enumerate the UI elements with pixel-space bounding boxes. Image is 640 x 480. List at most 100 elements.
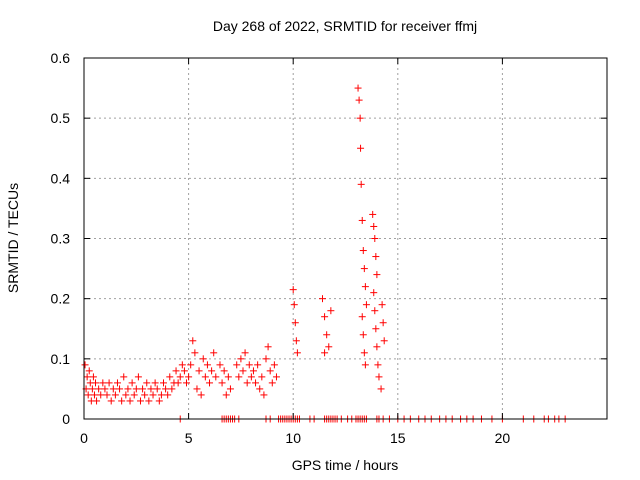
data-point xyxy=(216,361,224,369)
data-point xyxy=(379,319,387,327)
data-point xyxy=(372,325,380,333)
data-point xyxy=(195,367,203,375)
data-point xyxy=(323,331,331,339)
x-tick-label: 0 xyxy=(80,430,88,446)
data-point xyxy=(373,343,381,351)
y-tick-label: 0.6 xyxy=(51,50,71,66)
data-point xyxy=(124,385,132,393)
data-point xyxy=(360,349,368,357)
chart-title: Day 268 of 2022, SRMTID for receiver ffm… xyxy=(213,18,477,34)
data-point xyxy=(327,307,335,315)
data-point xyxy=(293,349,301,357)
data-point xyxy=(113,379,121,387)
data-point xyxy=(178,361,186,369)
data-point xyxy=(235,373,243,381)
data-point xyxy=(162,385,170,393)
data-point xyxy=(180,367,188,375)
data-point xyxy=(157,391,165,399)
data-point xyxy=(355,96,363,104)
data-point xyxy=(189,337,197,345)
data-point xyxy=(187,361,195,369)
data-point xyxy=(164,391,172,399)
data-point xyxy=(237,355,245,363)
data-point xyxy=(325,343,333,351)
data-point xyxy=(378,301,386,309)
data-point xyxy=(143,379,151,387)
data-point xyxy=(116,385,124,393)
data-point xyxy=(226,385,234,393)
data-point xyxy=(358,313,366,321)
data-point xyxy=(85,367,93,375)
data-point xyxy=(370,222,378,230)
ticks-layer: 0 0.1 0.2 0.3 0.4 0.5 0.6 0 5 10 15 20 xyxy=(51,50,607,446)
data-point xyxy=(270,361,278,369)
data-point xyxy=(318,295,326,303)
data-point xyxy=(111,391,119,399)
data-point xyxy=(168,385,176,393)
data-point xyxy=(183,379,191,387)
data-point xyxy=(176,373,184,381)
data-point xyxy=(371,235,379,242)
data-point xyxy=(321,313,329,321)
data-point xyxy=(252,379,260,387)
data-point xyxy=(130,391,138,399)
data-point xyxy=(122,391,130,399)
data-point xyxy=(139,385,147,393)
data-point xyxy=(128,379,136,387)
data-point xyxy=(126,397,134,405)
data-point xyxy=(107,397,115,405)
data-point xyxy=(136,397,144,405)
data-point xyxy=(203,361,211,369)
data-point xyxy=(268,379,276,387)
data-point xyxy=(360,265,368,273)
data-point xyxy=(103,391,111,399)
data-point xyxy=(159,379,167,387)
x-tick-label: 5 xyxy=(185,430,193,446)
data-point xyxy=(105,379,113,387)
data-point xyxy=(245,361,253,369)
data-point xyxy=(101,385,109,393)
data-point xyxy=(356,114,364,122)
data-point xyxy=(197,391,205,399)
data-point xyxy=(92,379,100,387)
data-point xyxy=(151,379,159,387)
data-point xyxy=(357,144,365,152)
data-point xyxy=(222,391,230,399)
data-point xyxy=(149,391,157,399)
data-point xyxy=(212,373,220,381)
data-point xyxy=(84,391,92,399)
data-point xyxy=(95,385,103,393)
x-tick-label: 15 xyxy=(390,430,406,446)
data-point xyxy=(89,373,97,381)
data-point xyxy=(254,361,262,369)
data-point xyxy=(81,361,89,369)
data-point xyxy=(155,397,163,405)
x-tick-label: 10 xyxy=(285,430,301,446)
data-point xyxy=(266,367,274,375)
y-tick-label: 0.4 xyxy=(51,170,71,186)
data-point xyxy=(145,397,153,405)
data-point xyxy=(321,349,329,357)
data-point xyxy=(247,373,255,381)
data-point xyxy=(262,355,270,363)
data-point xyxy=(185,373,193,381)
data-point xyxy=(132,385,140,393)
data-point xyxy=(372,253,380,261)
data-point xyxy=(362,301,370,309)
data-point xyxy=(172,367,180,375)
data-point xyxy=(220,367,228,375)
data-point xyxy=(199,355,207,363)
data-point xyxy=(109,385,117,393)
y-tick-label: 0.5 xyxy=(51,110,71,126)
data-point xyxy=(380,337,388,345)
data-point xyxy=(147,385,155,393)
x-tick-label: 20 xyxy=(495,430,511,446)
y-tick-label: 0.3 xyxy=(51,231,71,247)
data-point xyxy=(358,216,366,224)
data-point xyxy=(239,367,247,375)
data-point xyxy=(260,391,268,399)
data-point xyxy=(218,379,226,387)
data-point xyxy=(99,379,107,387)
data-point xyxy=(83,373,91,381)
